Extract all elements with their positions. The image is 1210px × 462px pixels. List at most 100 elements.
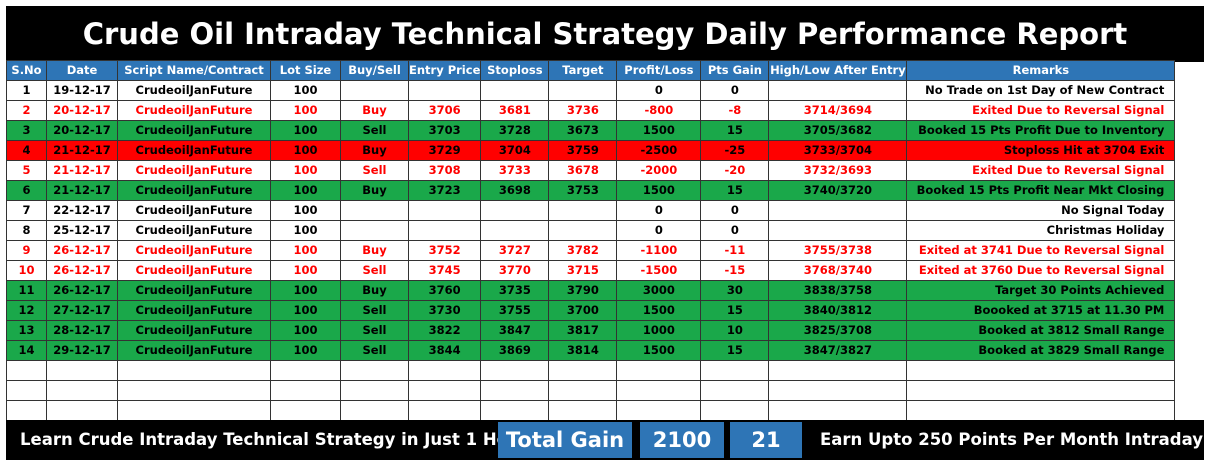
cell-high-low: 3768/3740 (768, 260, 908, 281)
cell-remarks: Booked 15 Pts Profit Near Mkt Closing (906, 180, 1176, 201)
cell-sno: 14 (6, 340, 47, 361)
cell-high-low (768, 200, 908, 221)
cell-date: 28-12-17 (46, 320, 118, 341)
cell-remarks: Boooked at 3715 at 11.30 PM (906, 300, 1176, 321)
cell-pts-gain: 10 (700, 320, 770, 341)
cell-entry-price (407, 80, 482, 101)
cell-buy-sell (340, 200, 409, 221)
cell-entry-price: 3730 (407, 300, 482, 321)
empty-cell (768, 400, 908, 421)
empty-cell (480, 380, 550, 401)
cell-high-low (768, 220, 908, 241)
empty-cell (700, 400, 770, 421)
empty-cell (407, 360, 482, 381)
cell-high-low: 3733/3704 (768, 140, 908, 161)
cell-target: 3753 (548, 180, 618, 201)
cell-target: 3673 (548, 120, 618, 141)
cell-lot-size: 100 (270, 280, 341, 301)
cell-high-low: 3838/3758 (768, 280, 908, 301)
cell-buy-sell (340, 80, 409, 101)
header-target: Target (548, 60, 618, 81)
cell-sno: 13 (6, 320, 47, 341)
cell-date: 29-12-17 (46, 340, 118, 361)
table-row: 5 21-12-17 CrudeoilJanFuture 100 Sell 3708 373… (6, 160, 1176, 181)
cell-buy-sell: Sell (340, 320, 409, 341)
cell-pts-gain: 30 (700, 280, 770, 301)
cell-stoploss (480, 200, 550, 221)
empty-cell (480, 360, 550, 381)
cell-profit-loss: 3000 (616, 280, 702, 301)
cell-profit-loss: 1500 (616, 340, 702, 361)
cell-pts-gain: -15 (700, 260, 770, 281)
cell-target: 3790 (548, 280, 618, 301)
empty-cell (700, 360, 770, 381)
cell-sno: 4 (6, 140, 47, 161)
cell-entry-price: 3729 (407, 140, 482, 161)
header-lot-size: Lot Size (270, 60, 341, 81)
cell-script: CrudeoilJanFuture (117, 100, 271, 121)
cell-stoploss: 3704 (480, 140, 550, 161)
empty-cell (46, 360, 118, 381)
empty-row (6, 400, 1176, 421)
empty-cell (6, 360, 47, 381)
cell-target (548, 80, 618, 101)
cell-high-low: 3825/3708 (768, 320, 908, 341)
header-high-low: High/Low After Entry (768, 60, 908, 81)
header-script: Script Name/Contract (117, 60, 271, 81)
cell-date: 26-12-17 (46, 260, 118, 281)
cell-lot-size: 100 (270, 160, 341, 181)
cell-lot-size: 100 (270, 200, 341, 221)
cell-script: CrudeoilJanFuture (117, 260, 271, 281)
cell-profit-loss: 0 (616, 200, 702, 221)
header-remarks: Remarks (906, 60, 1176, 81)
cell-lot-size: 100 (270, 260, 341, 281)
empty-cell (616, 360, 702, 381)
cell-script: CrudeoilJanFuture (117, 80, 271, 101)
cell-stoploss: 3733 (480, 160, 550, 181)
cell-lot-size: 100 (270, 120, 341, 141)
cell-lot-size: 100 (270, 180, 341, 201)
total-gain-value: 2100 (640, 422, 724, 458)
table-row: 7 22-12-17 CrudeoilJanFuture 100 0 0 No Signal… (6, 200, 1176, 221)
cell-profit-loss: 1500 (616, 180, 702, 201)
cell-profit-loss: 1000 (616, 320, 702, 341)
cell-script: CrudeoilJanFuture (117, 160, 271, 181)
cell-target: 3678 (548, 160, 618, 181)
cell-buy-sell: Buy (340, 100, 409, 121)
table-row: 9 26-12-17 CrudeoilJanFuture 100 Buy 3752 3727… (6, 240, 1176, 261)
cell-remarks: Exited at 3741 Due to Reversal Signal (906, 240, 1176, 261)
table-row: 3 20-12-17 CrudeoilJanFuture 100 Sell 3703 372… (6, 120, 1176, 141)
cell-high-low: 3840/3812 (768, 300, 908, 321)
cell-stoploss: 3755 (480, 300, 550, 321)
header-profit-loss: Profit/Loss (616, 60, 702, 81)
cell-entry-price: 3708 (407, 160, 482, 181)
empty-cell (768, 360, 908, 381)
cell-pts-gain: 0 (700, 80, 770, 101)
cell-buy-sell: Buy (340, 180, 409, 201)
cell-remarks: Exited at 3760 Due to Reversal Signal (906, 260, 1176, 281)
cell-target: 3759 (548, 140, 618, 161)
cell-entry-price: 3760 (407, 280, 482, 301)
cell-remarks: No Signal Today (906, 200, 1176, 221)
cell-date: 21-12-17 (46, 180, 118, 201)
cell-buy-sell: Buy (340, 140, 409, 161)
empty-cell (6, 380, 47, 401)
footer-promo-right: Earn Upto 250 Points Per Month Intraday (820, 430, 1203, 449)
cell-sno: 2 (6, 100, 47, 121)
cell-date: 19-12-17 (46, 80, 118, 101)
cell-target: 3715 (548, 260, 618, 281)
cell-date: 27-12-17 (46, 300, 118, 321)
cell-sno: 8 (6, 220, 47, 241)
cell-buy-sell: Sell (340, 260, 409, 281)
cell-script: CrudeoilJanFuture (117, 340, 271, 361)
table-body: 1 19-12-17 CrudeoilJanFuture 100 0 0 No Trade … (6, 80, 1176, 421)
cell-script: CrudeoilJanFuture (117, 180, 271, 201)
cell-high-low (768, 80, 908, 101)
cell-remarks: Exited Due to Reversal Signal (906, 100, 1176, 121)
cell-buy-sell: Sell (340, 300, 409, 321)
cell-target (548, 200, 618, 221)
cell-date: 20-12-17 (46, 120, 118, 141)
cell-buy-sell: Sell (340, 340, 409, 361)
empty-cell (340, 360, 409, 381)
cell-target: 3782 (548, 240, 618, 261)
